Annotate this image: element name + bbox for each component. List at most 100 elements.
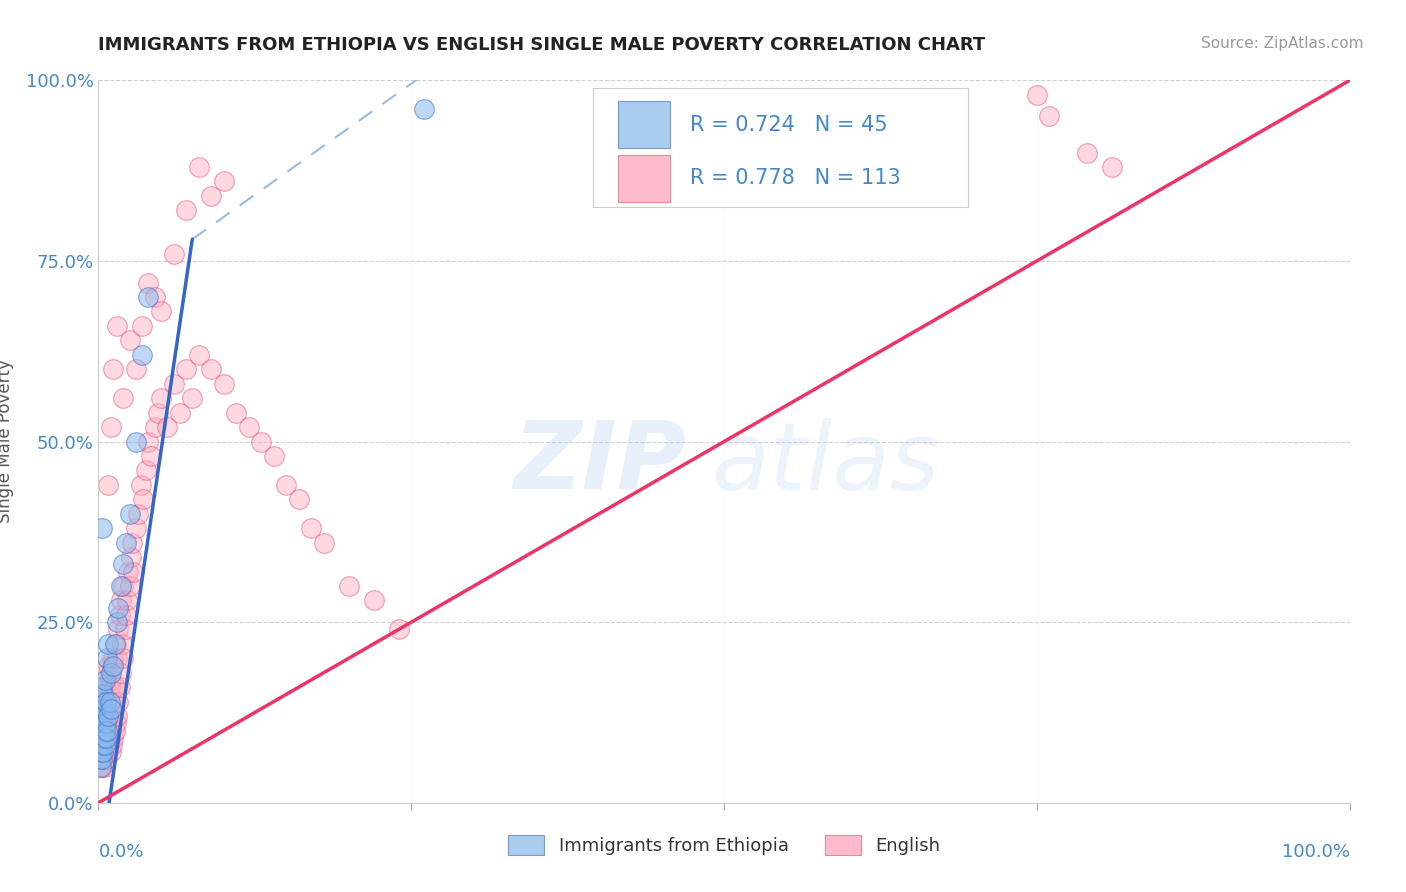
Point — [89, 709, 111, 723]
Point — [138, 290, 160, 304]
Point — [100, 716, 122, 731]
Point — [90, 731, 112, 745]
Point — [112, 651, 135, 665]
Text: IMMIGRANTS FROM ETHIOPIA VS ENGLISH SINGLE MALE POVERTY CORRELATION CHART: IMMIGRANTS FROM ETHIOPIA VS ENGLISH SING… — [98, 36, 986, 54]
Point — [94, 673, 117, 687]
Point — [94, 709, 117, 723]
Text: ZIP: ZIP — [513, 417, 686, 509]
Point — [1038, 110, 1060, 124]
Point — [187, 348, 209, 362]
Point — [93, 687, 115, 701]
Point — [131, 348, 153, 362]
Point — [110, 665, 132, 680]
Point — [103, 731, 125, 745]
Point — [143, 420, 166, 434]
Point — [412, 102, 434, 116]
Point — [94, 695, 117, 709]
Point — [90, 752, 112, 766]
Point — [101, 658, 124, 673]
Point — [103, 658, 125, 673]
Point — [117, 565, 139, 579]
Point — [97, 695, 120, 709]
Point — [115, 593, 138, 607]
Point — [111, 637, 134, 651]
Point — [287, 492, 309, 507]
Point — [150, 304, 173, 318]
Point — [104, 637, 127, 651]
Bar — [617, 155, 671, 202]
Point — [100, 665, 122, 680]
Point — [107, 600, 129, 615]
Point — [127, 507, 149, 521]
Text: R = 0.778   N = 113: R = 0.778 N = 113 — [690, 169, 901, 188]
Point — [93, 702, 115, 716]
Bar — [617, 101, 671, 148]
Point — [93, 738, 115, 752]
Point — [96, 723, 118, 738]
Point — [118, 507, 141, 521]
Point — [1026, 87, 1049, 102]
Point — [200, 189, 222, 203]
Point — [143, 290, 166, 304]
Point — [150, 391, 173, 405]
Point — [169, 406, 191, 420]
Point — [115, 535, 138, 549]
Point — [100, 702, 122, 716]
Point — [105, 709, 128, 723]
Point — [112, 579, 135, 593]
Text: 100.0%: 100.0% — [1282, 843, 1350, 861]
Point — [93, 738, 115, 752]
Point — [388, 623, 411, 637]
Point — [90, 695, 112, 709]
Point — [187, 160, 209, 174]
Text: Source: ZipAtlas.com: Source: ZipAtlas.com — [1201, 36, 1364, 51]
Point — [97, 658, 120, 673]
Y-axis label: Single Male Poverty: Single Male Poverty — [0, 359, 14, 524]
Point — [181, 391, 204, 405]
Point — [299, 521, 322, 535]
Point — [97, 709, 120, 723]
Point — [212, 174, 235, 188]
Point — [94, 752, 117, 766]
Point — [89, 723, 111, 738]
Point — [91, 745, 114, 759]
Point — [162, 376, 184, 391]
Point — [94, 731, 117, 745]
Point — [120, 550, 142, 565]
Point — [139, 449, 162, 463]
Point — [91, 680, 114, 694]
Point — [91, 752, 114, 766]
Point — [96, 745, 118, 759]
Point — [93, 731, 115, 745]
Point — [105, 318, 128, 333]
Point — [107, 695, 129, 709]
Point — [212, 376, 235, 391]
Point — [107, 623, 129, 637]
Point — [96, 665, 118, 680]
Point — [104, 716, 127, 731]
Point — [98, 731, 121, 745]
Point — [110, 593, 132, 607]
Point — [225, 406, 247, 420]
Point — [96, 651, 118, 665]
Point — [200, 362, 222, 376]
Point — [91, 723, 114, 738]
Point — [93, 760, 115, 774]
Point — [91, 738, 114, 752]
Point — [97, 716, 120, 731]
Point — [125, 521, 148, 535]
Point — [100, 673, 122, 687]
Point — [110, 579, 132, 593]
Point — [105, 615, 128, 630]
Point — [97, 478, 120, 492]
Point — [98, 709, 121, 723]
Point — [138, 276, 160, 290]
Point — [132, 492, 155, 507]
Point — [104, 723, 127, 738]
Point — [112, 558, 135, 572]
Point — [162, 246, 184, 260]
Point — [94, 716, 117, 731]
Legend: Immigrants from Ethiopia, English: Immigrants from Ethiopia, English — [501, 828, 948, 863]
Point — [93, 745, 115, 759]
Point — [118, 334, 141, 348]
